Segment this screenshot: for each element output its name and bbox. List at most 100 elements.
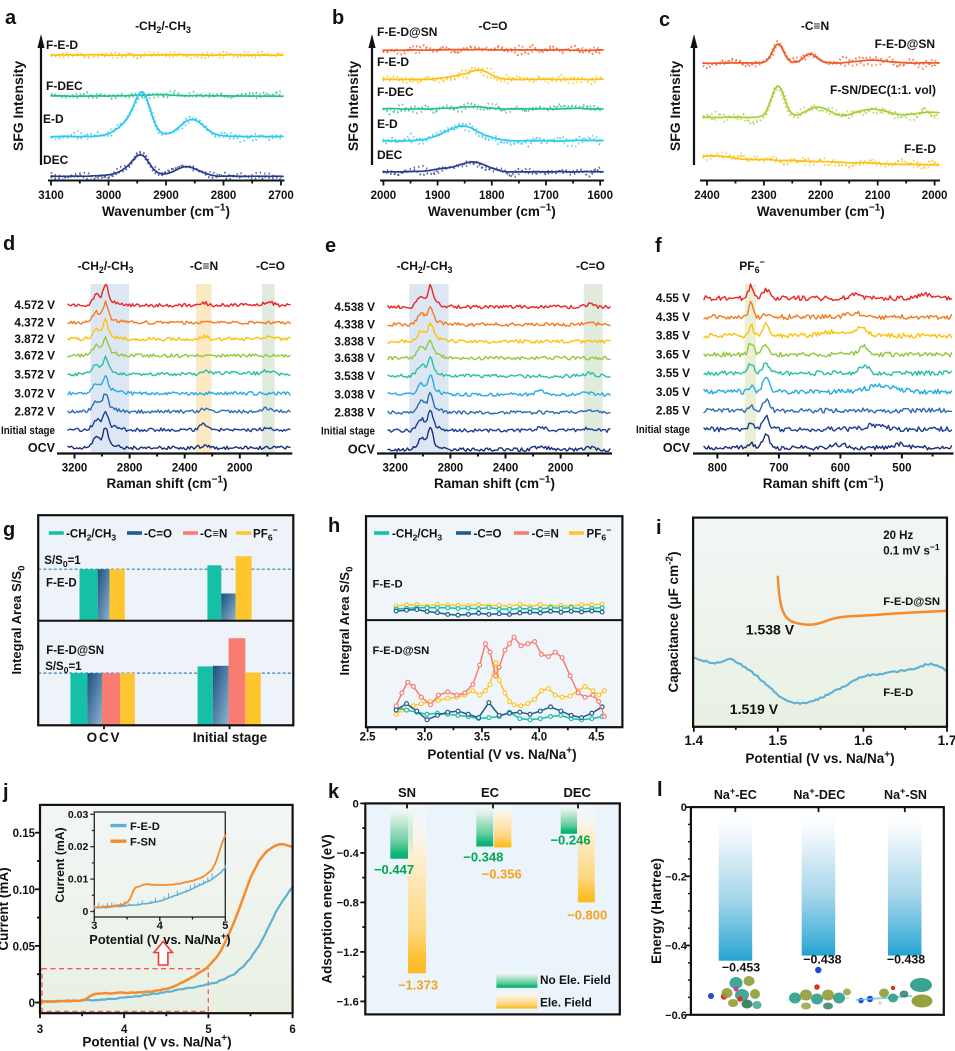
svg-text:-C=O: -C=O [478,19,507,33]
svg-text:F-SN: F-SN [130,837,156,849]
svg-text:OCV: OCV [348,443,376,457]
svg-text:Wavenumber (cm−1): Wavenumber (cm−1) [102,203,230,219]
svg-text:-C=O: -C=O [256,259,285,273]
svg-text:1.7: 1.7 [938,733,955,748]
svg-text:3: 3 [37,1024,43,1036]
svg-text:3.038 V: 3.038 V [334,388,375,402]
svg-text:1900: 1900 [425,190,451,202]
svg-text:F-DEC: F-DEC [46,79,83,93]
svg-text:c: c [659,9,670,31]
svg-text:OCV: OCV [87,730,122,745]
svg-text:0: 0 [29,998,35,1010]
svg-text:e: e [325,235,336,257]
svg-text:S/S0=1: S/S0=1 [45,661,82,675]
svg-text:E-D: E-D [43,112,64,126]
svg-text:1600: 1600 [587,190,613,202]
svg-text:f: f [655,235,662,257]
svg-text:PF6−: PF6− [587,525,612,543]
svg-text:4: 4 [121,1024,128,1036]
svg-text:3.572 V: 3.572 V [14,367,55,381]
svg-text:Potential (V vs. Na/Na+): Potential (V vs. Na/Na+) [745,750,894,766]
svg-text:0.15: 0.15 [13,828,36,840]
svg-text:0.05: 0.05 [13,941,36,953]
svg-text:F-E-D: F-E-D [373,579,403,591]
svg-text:0.1 mV s−1: 0.1 mV s−1 [883,542,940,558]
svg-text:2400: 2400 [172,463,198,475]
svg-text:Wavenumber (cm−1): Wavenumber (cm−1) [757,203,885,219]
svg-text:SFG Intensity: SFG Intensity [10,61,26,151]
svg-text:−0.4: −0.4 [665,941,688,953]
svg-text:3: 3 [91,920,97,932]
svg-text:Potential (V vs. Na/Na+): Potential (V vs. Na/Na+) [427,746,576,762]
svg-text:Adsorption energy (eV): Adsorption energy (eV) [320,834,335,983]
svg-text:Initial stage: Initial stage [1,425,55,437]
svg-text:1.6: 1.6 [854,733,873,748]
svg-text:1700: 1700 [533,190,559,202]
svg-text:2800: 2800 [438,463,464,475]
svg-text:2300: 2300 [751,190,777,202]
svg-text:3.838 V: 3.838 V [334,335,375,349]
svg-text:6: 6 [289,1024,295,1036]
svg-text:5: 5 [222,920,228,932]
svg-text:2.872 V: 2.872 V [14,405,55,419]
svg-text:2400: 2400 [694,190,720,202]
svg-text:800: 800 [708,463,727,475]
svg-text:20 Hz: 20 Hz [883,530,913,542]
svg-text:−0.438: −0.438 [803,953,841,967]
svg-text:b: b [332,7,344,29]
svg-text:Na+-DEC: Na+-DEC [793,786,845,802]
svg-text:F-E-D@SN: F-E-D@SN [883,596,940,608]
svg-text:F-E-D@SN: F-E-D@SN [373,645,430,657]
svg-text:j: j [2,781,9,803]
svg-text:F-E-D: F-E-D [46,38,78,52]
svg-text:4.5: 4.5 [588,732,605,744]
svg-text:SFG Intensity: SFG Intensity [345,61,361,151]
svg-text:F-E-D: F-E-D [883,687,913,699]
svg-text:2100: 2100 [865,190,891,202]
svg-text:Potential (V vs. Na/Na+): Potential (V vs. Na/Na+) [89,931,230,947]
svg-text:l: l [657,779,663,801]
svg-text:2.85 V: 2.85 V [656,404,690,418]
svg-text:F-E-D: F-E-D [904,142,936,156]
svg-text:-C≡N: -C≡N [532,528,559,541]
svg-text:4.35 V: 4.35 V [656,310,690,324]
svg-text:2700: 2700 [268,190,294,202]
svg-text:3.05 V: 3.05 V [656,385,690,399]
svg-text:−0.800: −0.800 [567,908,607,923]
svg-text:-C≡N: -C≡N [801,19,829,33]
svg-text:3.0: 3.0 [417,732,433,744]
svg-text:1.519 V: 1.519 V [730,701,779,717]
svg-text:-C=O: -C=O [576,259,605,273]
svg-text:2800: 2800 [211,190,237,202]
svg-text:d: d [3,233,15,255]
svg-text:2000: 2000 [371,190,397,202]
svg-text:Raman shift (cm−1): Raman shift (cm−1) [763,475,884,491]
svg-text:3.672 V: 3.672 V [14,349,55,363]
svg-text:Raman shift (cm−1): Raman shift (cm−1) [434,475,555,491]
svg-text:3.5: 3.5 [474,732,491,744]
svg-text:F-E-D: F-E-D [130,821,160,833]
svg-text:-CH2/CH3: -CH2/CH3 [66,528,116,543]
svg-text:-C=O: -C=O [144,528,172,541]
svg-text:a: a [5,7,17,29]
svg-text:5: 5 [205,1024,212,1036]
svg-text:i: i [656,517,662,539]
svg-text:DEC: DEC [377,148,403,162]
svg-text:EC: EC [481,785,500,800]
svg-text:PF6−: PF6− [253,525,278,543]
svg-text:2000: 2000 [227,463,253,475]
svg-text:F-E-D@SN: F-E-D@SN [377,25,437,39]
svg-text:Ele. Field: Ele. Field [540,996,592,1010]
svg-text:-CH2/-CH3: -CH2/-CH3 [78,259,134,275]
svg-text:3.638 V: 3.638 V [334,351,375,365]
svg-text:3.072 V: 3.072 V [14,386,55,400]
svg-text:F-SN/DEC(1:1. vol): F-SN/DEC(1:1. vol) [830,83,936,97]
svg-text:−1.2: −1.2 [336,947,358,959]
svg-text:Current (mA): Current (mA) [53,827,67,902]
svg-text:h: h [328,515,340,537]
svg-text:0: 0 [681,802,687,814]
svg-text:3200: 3200 [383,463,409,475]
svg-text:Initial stage: Initial stage [193,730,268,745]
svg-text:k: k [328,781,340,803]
svg-text:2200: 2200 [808,190,834,202]
